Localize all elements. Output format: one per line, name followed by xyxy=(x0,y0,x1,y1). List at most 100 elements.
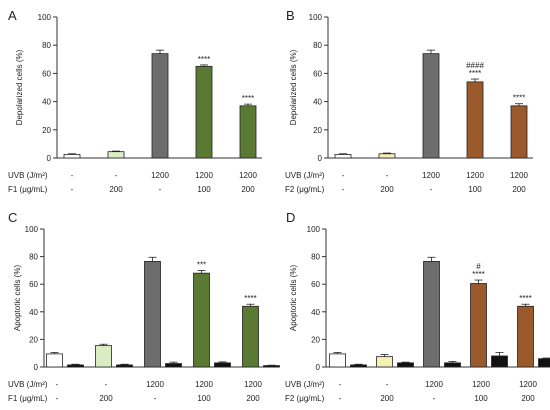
treatment-row-label: UVB (J/m²) xyxy=(285,380,325,389)
y-tick-label: 40 xyxy=(311,308,320,317)
bar xyxy=(63,154,81,159)
treatment-value: 1200 xyxy=(244,380,262,389)
y-tick-label: 20 xyxy=(313,126,322,135)
significance-label: *** xyxy=(197,260,206,269)
bar xyxy=(214,362,231,368)
bar xyxy=(67,364,84,368)
y-tick-label: 40 xyxy=(42,98,51,107)
y-axis-label: Depolarized cells (%) xyxy=(15,49,24,125)
panel-a: A 0 20 40 60 80 100 Depolarized cells (%) **** **… xyxy=(8,8,262,194)
significance-label: **** xyxy=(472,270,484,279)
y-tick-label: 40 xyxy=(313,98,322,107)
treatment-value: - xyxy=(339,394,342,403)
panel-letter: A xyxy=(8,8,17,23)
treatment-value: - xyxy=(71,185,74,194)
bar xyxy=(151,53,169,159)
treatment-value: - xyxy=(56,380,59,389)
bar xyxy=(193,272,210,368)
treatment-value: 100 xyxy=(468,185,482,194)
treatment-value: 1200 xyxy=(510,171,528,180)
panel-letter: B xyxy=(286,8,295,23)
treatment-value: 1200 xyxy=(425,380,443,389)
y-tick-label: 80 xyxy=(311,253,320,262)
bar xyxy=(116,364,133,368)
bar xyxy=(242,305,259,368)
bar xyxy=(491,355,508,368)
treatment-value: 200 xyxy=(241,185,255,194)
treatment-value: 200 xyxy=(512,185,526,194)
y-tick-label: 0 xyxy=(316,363,321,372)
y-tick-label: 60 xyxy=(42,69,51,78)
bar xyxy=(466,81,484,159)
bar xyxy=(144,261,161,368)
treatment-value: 200 xyxy=(246,394,260,403)
treatment-value: 1200 xyxy=(151,171,169,180)
treatment-value: 200 xyxy=(380,185,394,194)
y-tick-label: 100 xyxy=(38,13,52,22)
treatment-value: 100 xyxy=(197,185,211,194)
treatment-value: 1200 xyxy=(519,380,537,389)
y-tick-label: 60 xyxy=(313,69,322,78)
treatment-value: 1200 xyxy=(472,380,490,389)
y-tick-label: 40 xyxy=(29,308,38,317)
bar xyxy=(376,356,393,368)
bar xyxy=(165,363,182,368)
treatment-value: - xyxy=(386,171,389,180)
treatment-value: 200 xyxy=(99,394,113,403)
y-tick-label: 20 xyxy=(42,126,51,135)
bar xyxy=(329,353,346,368)
bar xyxy=(263,365,280,368)
y-tick-label: 20 xyxy=(311,335,320,344)
treatment-value: 1200 xyxy=(146,380,164,389)
bar xyxy=(95,345,112,368)
treatment-value: 200 xyxy=(380,394,394,403)
treatment-value: - xyxy=(71,171,74,180)
bar xyxy=(378,153,396,159)
y-tick-label: 0 xyxy=(47,154,52,163)
y-tick-label: 80 xyxy=(313,41,322,50)
y-tick-label: 100 xyxy=(25,225,39,234)
treatment-row-label: F2 (μg/mL) xyxy=(285,394,325,403)
treatment-row-label: UVB (J/m²) xyxy=(285,171,325,180)
treatment-value: - xyxy=(430,185,433,194)
significance-label: **** xyxy=(244,294,256,303)
treatment-value: - xyxy=(56,394,59,403)
significance-label: **** xyxy=(513,94,525,103)
treatment-row-label: F1 (μg/mL) xyxy=(8,185,48,194)
y-tick-label: 20 xyxy=(29,335,38,344)
treatment-row-label: F1 (μg/mL) xyxy=(8,394,48,403)
treatment-value: 1200 xyxy=(195,171,213,180)
y-axis-label: Apoptotic cells (%) xyxy=(289,265,298,332)
y-tick-label: 0 xyxy=(34,363,39,372)
treatment-value: 200 xyxy=(521,394,535,403)
panel-letter: C xyxy=(8,210,17,225)
bar xyxy=(510,105,528,159)
significance-label: **** xyxy=(469,69,481,78)
significance-label-2: # xyxy=(476,262,481,271)
panel-letter: D xyxy=(286,210,295,225)
treatment-value: - xyxy=(433,394,436,403)
y-tick-label: 100 xyxy=(307,225,321,234)
treatment-value: 1200 xyxy=(195,380,213,389)
treatment-value: - xyxy=(342,171,345,180)
treatment-value: - xyxy=(115,171,118,180)
bar xyxy=(334,154,352,159)
bar xyxy=(423,261,440,368)
significance-label: **** xyxy=(198,55,210,64)
bar xyxy=(397,362,414,368)
bar xyxy=(517,305,534,368)
treatment-row-label: F2 (μg/mL) xyxy=(285,185,325,194)
treatment-value: 1200 xyxy=(239,171,257,180)
bar xyxy=(350,364,367,368)
bar xyxy=(239,105,257,159)
treatment-value: 100 xyxy=(474,394,488,403)
significance-label-2: #### xyxy=(466,61,484,70)
treatment-row-label: UVB (J/m²) xyxy=(8,380,48,389)
y-tick-label: 60 xyxy=(29,280,38,289)
significance-label: **** xyxy=(519,294,531,303)
y-tick-label: 60 xyxy=(311,280,320,289)
bar xyxy=(470,283,487,368)
